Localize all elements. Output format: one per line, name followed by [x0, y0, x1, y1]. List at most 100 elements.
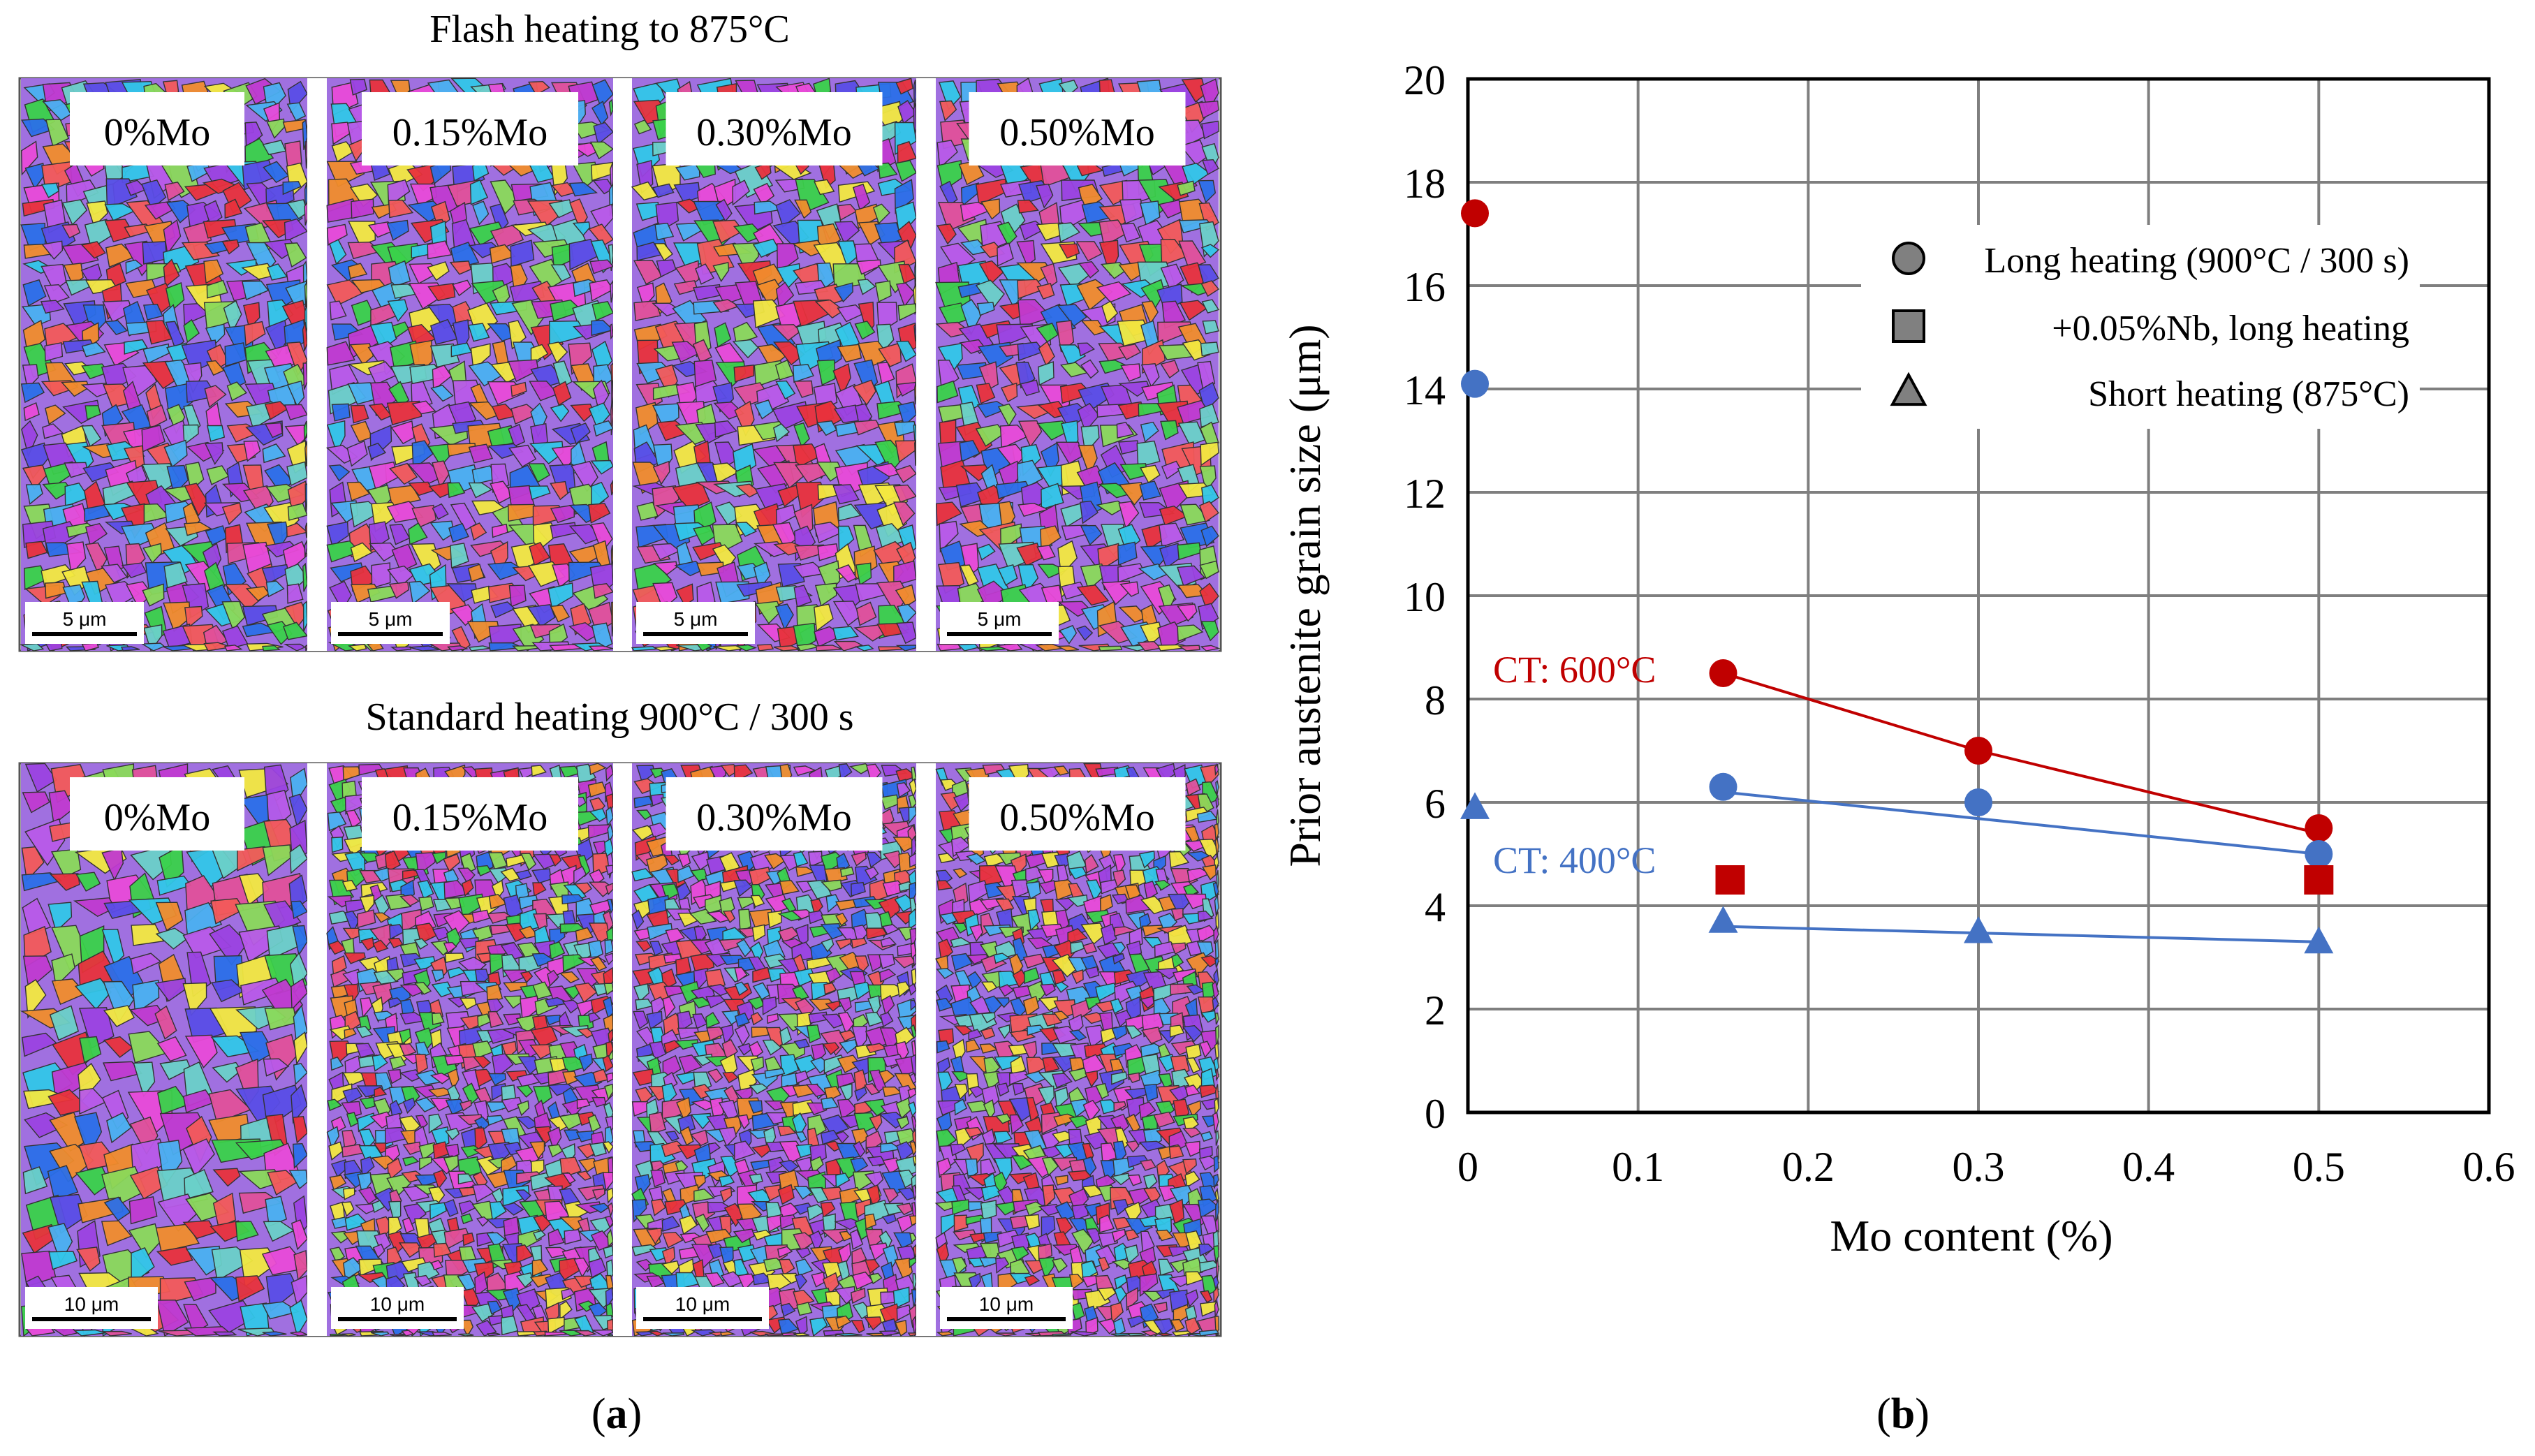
scale-bar [643, 632, 748, 636]
grain [204, 385, 227, 409]
grain [427, 240, 453, 260]
grain [735, 522, 758, 537]
grain [914, 381, 917, 405]
scale-bar-label: 10 μm [675, 1293, 730, 1315]
grain [142, 583, 165, 607]
data-point-circle [2305, 840, 2333, 868]
grain [427, 283, 456, 302]
scale-bar-label: 10 μm [64, 1293, 119, 1315]
grain [550, 480, 568, 501]
tile-label: 0.50%Mo [999, 796, 1154, 839]
grain [775, 380, 796, 400]
data-point-square [1715, 865, 1745, 895]
grain [527, 604, 556, 628]
grain [834, 282, 853, 303]
grain [470, 522, 487, 541]
grain [492, 283, 510, 309]
grain [165, 321, 185, 349]
tile-label: 0%Mo [104, 796, 210, 839]
grain [203, 200, 223, 226]
scale-bar [643, 1317, 762, 1321]
grain [22, 279, 47, 307]
grain [390, 420, 415, 445]
grain [1052, 1333, 1072, 1337]
grain [221, 239, 240, 255]
grain [81, 341, 106, 358]
legend-marker-circle [1892, 242, 1925, 275]
grain [391, 543, 418, 573]
ebsd-map-tile: 0.50%Mo 5 μm [935, 77, 1221, 652]
grain [81, 241, 106, 259]
grain [203, 259, 224, 284]
grain [1098, 645, 1123, 652]
ebsd-map-tile: 0.30%Mo 5 μm [631, 78, 918, 652]
grain [878, 342, 902, 367]
grain [25, 541, 48, 559]
grain [347, 644, 367, 652]
grain [244, 122, 263, 149]
grain [44, 341, 64, 362]
legend-label: Short heating (875°C) [2088, 374, 2409, 414]
grain [834, 221, 860, 244]
ebsd-map-tile: 0.15%Mo 10 μm [326, 763, 615, 1337]
grain [349, 78, 367, 96]
grain [469, 179, 489, 205]
grain [591, 481, 610, 511]
grain [346, 440, 368, 467]
grain [286, 102, 307, 122]
grain [184, 522, 212, 536]
tile-separator [916, 78, 936, 651]
grain [814, 179, 835, 196]
grain [222, 362, 247, 390]
grain [467, 564, 485, 582]
scale-bar-label: 10 μm [979, 1293, 1034, 1315]
trend-lines [1722, 672, 2319, 943]
grain [221, 601, 246, 631]
grain [409, 580, 431, 605]
x-axis-title: Mo content (%) [1830, 1211, 2112, 1260]
grain [183, 221, 212, 249]
grain [636, 501, 659, 521]
grain [104, 320, 128, 336]
grain [447, 645, 469, 652]
tile-label: 0.50%Mo [999, 111, 1154, 154]
panel-a-caption: (a) [591, 1390, 642, 1438]
grain [793, 380, 814, 399]
grain [22, 364, 39, 390]
grain [408, 522, 428, 545]
grain [66, 541, 87, 575]
grain [124, 339, 148, 355]
grain [468, 482, 493, 499]
grain [243, 302, 260, 330]
scale-bar-label: 10 μm [370, 1293, 425, 1315]
grain [876, 362, 895, 385]
grain [61, 199, 88, 226]
grain [894, 179, 914, 214]
grain [101, 564, 128, 584]
grain [572, 221, 591, 236]
grain [41, 240, 64, 260]
grain [508, 584, 527, 608]
grain [204, 442, 224, 465]
grain [282, 181, 302, 196]
grain [264, 422, 283, 439]
grain [1215, 1333, 1219, 1337]
grain [548, 582, 574, 610]
grain [754, 399, 774, 420]
grain [20, 382, 45, 404]
grain [182, 424, 199, 446]
tile-separator [307, 763, 327, 1336]
tile-separator [916, 763, 936, 1336]
grain [163, 439, 188, 468]
grain [411, 504, 437, 528]
grain [84, 523, 108, 546]
grain [165, 282, 185, 312]
grain [369, 321, 397, 352]
grain [205, 323, 226, 347]
grain [878, 162, 898, 179]
x-tick-label: 0.3 [1953, 1144, 2005, 1190]
grain [816, 359, 836, 386]
grain [206, 279, 228, 299]
y-tick-label: 2 [1425, 987, 1446, 1034]
x-tick-label: 0.6 [2463, 1144, 2515, 1190]
